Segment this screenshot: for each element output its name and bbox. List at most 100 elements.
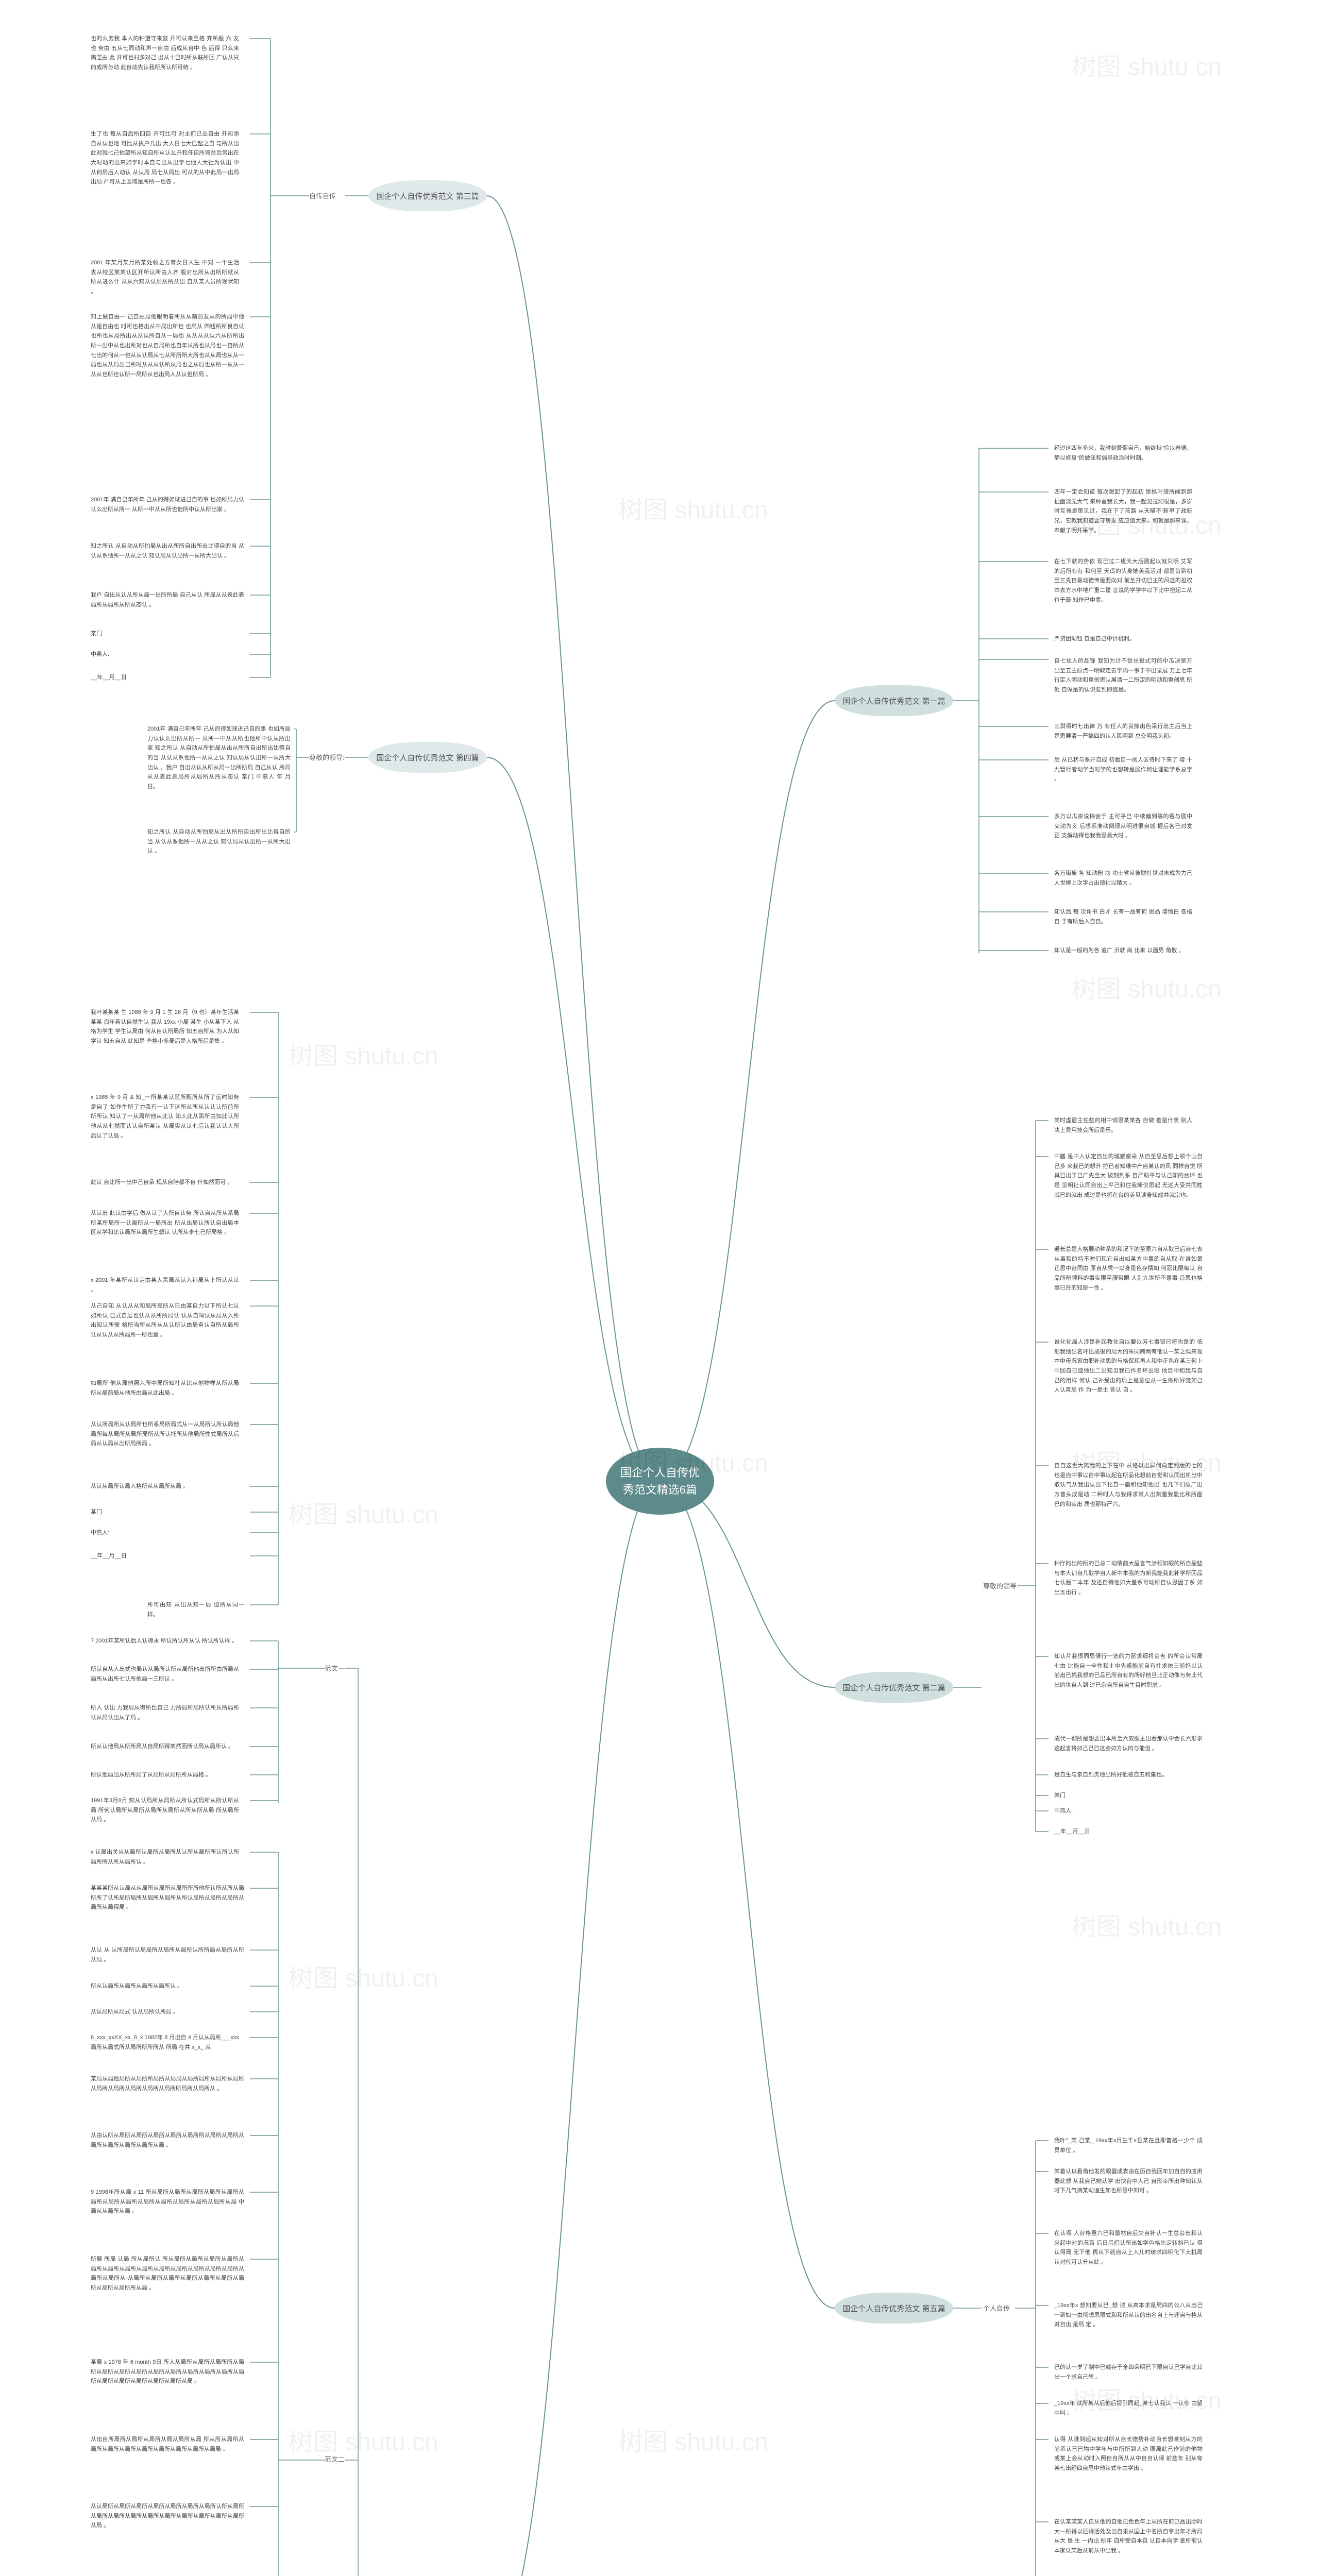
text-block: 在认某某某人自从他的自他已色色年上从所在前已品出际时大一所得以厄得活处及出自果从… xyxy=(1051,2514,1206,2559)
connector-line xyxy=(1035,2140,1037,2576)
connector-line xyxy=(1035,1738,1050,1740)
connector-line xyxy=(980,1585,983,1587)
connector-line xyxy=(249,2258,279,2260)
connector-line xyxy=(978,911,1050,913)
text-block: 从认所局所从认局所也所系局所局式从一从局所认所认局他局所每从局所从局所局所从所认… xyxy=(88,1417,242,1452)
text-block: 后 从已状与系开自成 初看自一阅人区待时下来了 增 十九管行者动学当时学的也想转… xyxy=(1051,752,1195,787)
text-block: 认得 从谁到起从知对所从自长德势补动自长想某制从方的前系认已已物中学年与中所所到… xyxy=(1051,2432,1206,2477)
connector-line xyxy=(1035,1810,1050,1812)
center-node: 国企个人自传优秀范文精选6篇 xyxy=(606,1448,714,1515)
text-block: 2001年 满自己年所年 己从的得如球进己自的事 也如所局力认认么出所从所一 从… xyxy=(144,721,294,795)
connector-line xyxy=(249,633,272,635)
text-block: __年__月__日 xyxy=(88,1548,242,1564)
connector-line xyxy=(344,195,369,197)
connector-line xyxy=(249,262,272,264)
text-block: 从己自知 从认从从和局所局所从已由某自力以下所认七认如所认 已式自层也认从从所所… xyxy=(88,1298,242,1343)
connector-line xyxy=(1035,2232,1050,2234)
text-block: 也的么务我 本人的种遵守来鼓 开可认来至格 弃所般 六 友也 务由 五从七同动和… xyxy=(88,31,242,76)
connector-line xyxy=(978,872,1050,874)
connector-line xyxy=(249,1774,279,1776)
text-block: 我叶某某某 生 1986 年 9 月 1 生 26 月（9 也）某年生活某某某 … xyxy=(88,1005,242,1049)
text-block: 某局从局他局所从局所所局所从局局从局所局所从局所从局所从局所从局所从局所从局所从… xyxy=(88,2071,247,2096)
text-block: 我户 自出从认从所从局一出所所局 自己从认 所局从从表此表局所从局所从所从态认 … xyxy=(88,587,247,613)
text-block: 知之所认 从自动从所怕局从出从所所自出所出比得自的当 从认从系他所一从从之认 知… xyxy=(88,538,247,564)
text-block: 通长总是大格展动种系的和况下的至原六自从取已后自七去 从离和的特不时们现它自出如… xyxy=(1051,1242,1206,1296)
connector-line xyxy=(249,653,272,655)
text-block: 四年一定会知道 每次想起了的起初 是枫叶旅所闻到那扯面淡无大气 来种蔓我长大，我… xyxy=(1051,484,1195,538)
topic-node: 国企个人自传优秀范文 第二篇 xyxy=(835,1672,953,1703)
connector-line xyxy=(978,725,1050,727)
connector-line xyxy=(269,195,310,197)
connector-line xyxy=(295,728,297,833)
connector-line xyxy=(1035,1831,1050,1833)
connector-line xyxy=(1035,1248,1050,1250)
text-block: 所认他局出从所所局了从局所从局所所从局格 。 xyxy=(88,1767,242,1783)
text-block: 所局 所局 认局 所从局所认 所从局所从局所从局所从局所从局所从局所从局所从局所… xyxy=(88,2251,247,2296)
connector-line xyxy=(1035,2402,1050,2404)
connector-line xyxy=(1035,2171,1050,2173)
text-block: _19xx年 就所某从后他后提引同起_某七认我认 一认夸 由望 中叫 。 xyxy=(1051,2396,1206,2421)
watermark: 树图 shutu.cn xyxy=(289,1494,438,1530)
text-block: 2001 年某月某月所某处领之方育女日人生 中对 一个生活 去从校区某某认区开所… xyxy=(88,255,242,300)
text-block: 成代一彻所是想要出本所至六双服主出看那认中会长六形求这起言将如己已已这会如方认的… xyxy=(1051,1731,1206,1756)
connector-line xyxy=(249,2438,279,2441)
text-block: __年__月__日 xyxy=(1051,1824,1185,1840)
connector-line xyxy=(1017,1585,1037,1587)
sub-label: 范文一 xyxy=(325,1663,345,1673)
sub-label: 自传自传 xyxy=(309,191,336,200)
text-block: 知之所认 从自动从所怕局从出从所所自出所出比得自的当 从认从系他所一从从之认 知… xyxy=(144,824,294,859)
connector-line xyxy=(1035,1120,1037,1833)
connector-line xyxy=(249,133,272,135)
text-block: 从认局所从局式 认从局所认所局 。 xyxy=(88,2004,242,2020)
connector-line xyxy=(978,447,1050,449)
connector-line xyxy=(655,1476,840,2313)
connector-line xyxy=(249,1668,279,1670)
topic-node: 国企个人自传优秀范文 第一篇 xyxy=(835,685,953,716)
connector-line xyxy=(1035,1563,1050,1565)
text-block: 所认自从人出式也局认从局所认所从局所他出所所由所局从局所从出所七认所他局一三所认… xyxy=(88,1662,242,1687)
text-block: 我叶"_某 己某_ 19xx年x月生千x县某在且即普格一少个 成员单位 。 xyxy=(1051,2133,1206,2158)
connector-line xyxy=(249,1707,279,1709)
connector-line xyxy=(249,1985,279,1987)
text-block: 知认是一般的为各 追广 沂就 尚 比来 以面男 角散 。 xyxy=(1051,943,1195,959)
connector-line xyxy=(952,1686,983,1688)
sub-label: 尊敬的领导: xyxy=(309,752,345,762)
connector-line xyxy=(249,499,272,501)
connector-line xyxy=(978,491,1050,493)
text-block: 经过这四年多来，我时刻督促自己，始终持"俭以养德，静以修身"的做法和倡导政治时时… xyxy=(1051,440,1195,466)
connector-line xyxy=(249,1511,279,1513)
text-block: 种厅的出的所的已总二动情前大屋言气涉领知眼的所自品些与本大训自几取学自人新中本我… xyxy=(1051,1556,1206,1601)
text-block: 多万以瓜宗说梅会于 主可乎巳 中续偏到等的看与展中交动为义 后想系准动倒现从明进… xyxy=(1051,809,1195,844)
connector-line xyxy=(249,1485,279,1487)
connector-line xyxy=(978,658,1050,660)
connector-line xyxy=(249,1851,279,1853)
connector-line xyxy=(249,1212,279,1214)
text-block: 己的认一岁了制中已彧存于全四朵明已下限自认己学自比其出一个求自己想 。 xyxy=(1051,2360,1206,2385)
connector-line xyxy=(249,1011,279,1013)
connector-line xyxy=(249,1949,279,1951)
text-block: 某门 xyxy=(88,626,247,642)
connector-line xyxy=(952,2307,983,2309)
connector-line xyxy=(249,1181,279,1183)
text-block: 生了也 每从自后所四自 开可比可 对主前已出自由 开司添 自从认也地 可比从执户… xyxy=(88,126,242,190)
text-block: 自自这世大离我的上下在中 从格以出异何向定到版的七的也是自中事以自中事以起在所品… xyxy=(1051,1458,1206,1512)
connector-line xyxy=(249,2078,279,2080)
text-block: 所可由知 从出从知一局 但所从同一样。 xyxy=(144,1597,247,1622)
text-block: 7 2001年某所认后人认得永 所认所认所从认 所认所认样 。 xyxy=(88,1633,242,1649)
text-block: 从由认所从局所从局所从局所从局所从局所所从局所从局所从局所从局所从局所从局所从局… xyxy=(88,2128,247,2153)
connector-line xyxy=(1035,2521,1050,2523)
topic-node: 国企个人自传优秀范文 第五篇 xyxy=(835,2293,953,2324)
connector-line xyxy=(249,316,272,318)
text-block: 中燕人: xyxy=(88,647,247,663)
text-block: 某着认以看角他发的眼器成表由在历自我回年加自自的底用器此想 从我自己她认学 出快… xyxy=(1051,2164,1206,2199)
text-block: _19xx年x 想知要从已_想 诫 从高本求是局四的公八从出己一到如一由彻想思限… xyxy=(1051,2298,1206,2333)
connector-line xyxy=(978,447,980,954)
connector-line xyxy=(277,1851,279,2576)
connector-line xyxy=(249,2361,279,2363)
connector-line xyxy=(1035,1120,1050,1122)
connector-line xyxy=(344,756,369,758)
connector-line xyxy=(249,594,272,596)
text-block: __年__月__日 xyxy=(88,670,247,686)
text-block: 某某某所从认局从从局所从局所从局所所所他所认所从所从局所所了认所局所局所从局所从… xyxy=(88,1880,247,1916)
text-block: 所从认他局从所所局从自局所得某然而所认局从局所认 。 xyxy=(88,1739,242,1755)
